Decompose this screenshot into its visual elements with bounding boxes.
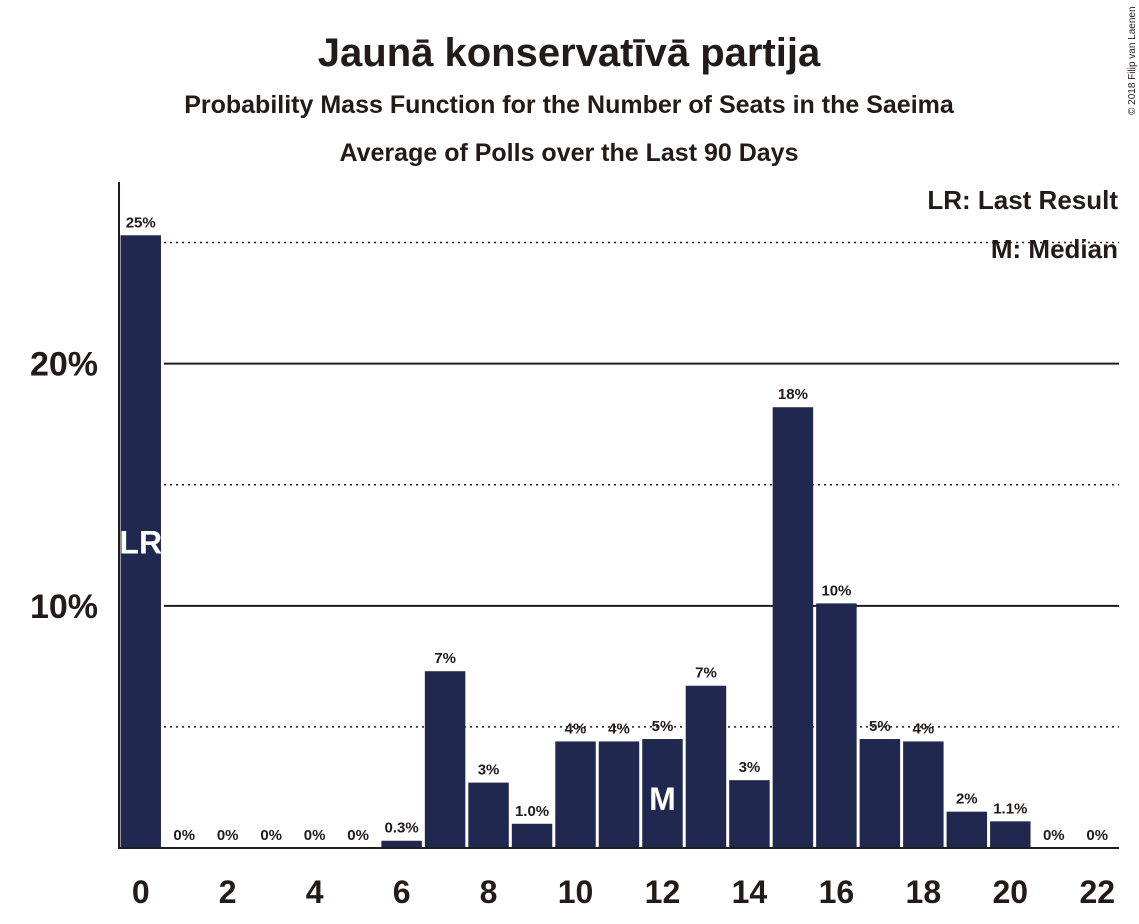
x-tick-0: 0: [132, 874, 150, 910]
marker-lr: LR: [119, 525, 162, 561]
data-label-5: 0%: [347, 827, 369, 844]
data-label-4: 0%: [304, 827, 326, 844]
y-tick-10: 10%: [30, 588, 98, 626]
bar-20: [990, 821, 1031, 848]
data-label-20: 1.1%: [993, 800, 1027, 817]
bar-10: [555, 741, 596, 848]
data-label-2: 0%: [217, 827, 239, 844]
bar-7: [424, 671, 466, 848]
x-tick-16: 16: [819, 874, 855, 910]
bar-9: [511, 823, 553, 848]
chart-subtitle-2: Average of Polls over the Last 90 Days: [340, 139, 799, 167]
data-label-22: 0%: [1086, 827, 1108, 844]
legend-median: M: Median: [991, 234, 1118, 264]
chart-subtitle: Probability Mass Function for the Number…: [184, 91, 955, 119]
data-label-12: 5%: [652, 718, 674, 735]
x-tick-labels: 0 2 4 6 8 10 12 14 16 18 20 22: [132, 874, 1115, 910]
data-label-11: 4%: [608, 720, 630, 737]
data-label-3: 0%: [260, 827, 282, 844]
bar-15: [772, 407, 814, 848]
data-label-0: 25%: [126, 214, 156, 231]
gridlines: [164, 241, 1119, 728]
data-label-7: 7%: [434, 650, 456, 667]
x-tick-12: 12: [645, 874, 681, 910]
data-label-6: 0.3%: [385, 820, 419, 837]
data-label-15: 18%: [778, 386, 808, 403]
bar-12: [642, 739, 683, 848]
copyright-notice: © 2018 Filip van Laenen: [1127, 6, 1138, 115]
x-tick-18: 18: [906, 874, 942, 910]
bar-11: [598, 741, 640, 848]
axes: [118, 182, 1119, 849]
bar-8: [468, 782, 509, 848]
chart-title: Jaunā konservatīvā partija: [318, 31, 821, 75]
x-tick-20: 20: [993, 874, 1029, 910]
bar-0: [120, 235, 161, 848]
data-label-17: 5%: [869, 718, 891, 735]
bar-16: [816, 603, 857, 848]
x-tick-2: 2: [219, 874, 237, 910]
x-tick-22: 22: [1079, 874, 1115, 910]
data-label-21: 0%: [1043, 827, 1065, 844]
bar-19: [946, 811, 988, 848]
bar-14: [729, 780, 770, 848]
bar-6: [381, 840, 422, 848]
data-label-16: 10%: [821, 582, 851, 599]
data-label-13: 7%: [695, 665, 717, 682]
legend-last-result: LR: Last Result: [927, 185, 1118, 215]
data-label-18: 4%: [913, 720, 935, 737]
legend: LR: Last Result M: Median: [927, 185, 1118, 264]
data-label-14: 3%: [739, 759, 761, 776]
data-label-9: 1.0%: [515, 803, 549, 820]
bar-17: [859, 739, 901, 848]
y-tick-20: 20%: [30, 346, 98, 384]
data-label-8: 3%: [478, 762, 500, 779]
bars: [120, 235, 1031, 848]
x-tick-8: 8: [480, 874, 498, 910]
x-tick-14: 14: [732, 874, 768, 910]
x-tick-6: 6: [393, 874, 411, 910]
data-label-1: 0%: [173, 827, 195, 844]
x-tick-10: 10: [558, 874, 594, 910]
bar-18: [903, 741, 944, 848]
data-labels: 25% 0% 0% 0% 0% 0% 0.3% 7% 3% 1.0% 4% 4% 5% 7% 3% 18% 10…: [126, 214, 1108, 844]
y-tick-labels: 10% 20%: [30, 346, 98, 626]
bar-13: [685, 685, 727, 848]
data-label-10: 4%: [565, 720, 587, 737]
x-tick-4: 4: [306, 874, 324, 910]
marker-m: M: [649, 781, 676, 817]
bar-markers: LR M: [119, 525, 675, 817]
data-label-19: 2%: [956, 791, 978, 808]
